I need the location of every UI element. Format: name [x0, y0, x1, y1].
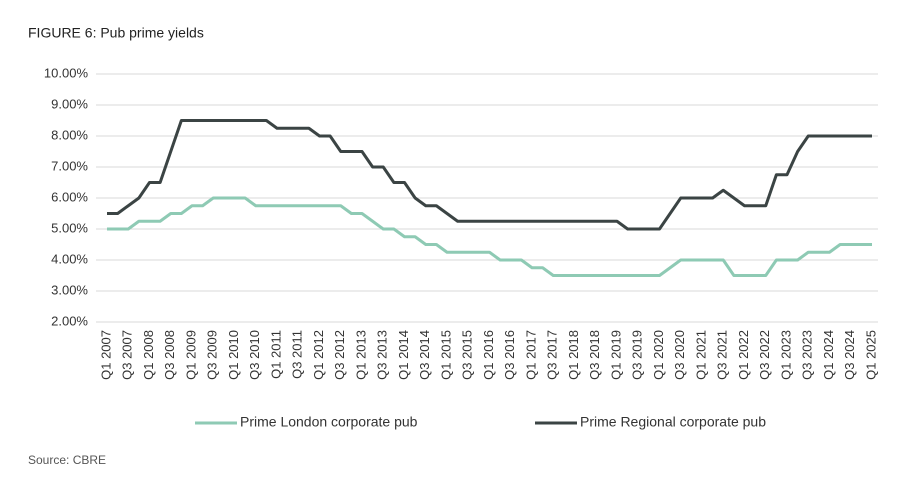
x-tick-label: Q3 2010	[247, 330, 262, 380]
legend-label: Prime London corporate pub	[240, 414, 418, 430]
x-tick-label: Q1 2016	[481, 330, 496, 380]
x-tick-label: Q1 2008	[141, 330, 156, 380]
x-tick-label: Q1 2022	[736, 330, 751, 380]
x-tick-label: Q1 2013	[353, 330, 368, 380]
x-tick-label: Q1 2025	[863, 330, 878, 380]
legend-label: Prime Regional corporate pub	[580, 414, 766, 430]
x-tick-label: Q3 2019	[630, 330, 645, 380]
x-tick-label: Q1 2023	[778, 330, 793, 380]
y-tick-label: 7.00%	[51, 158, 88, 173]
x-tick-label: Q3 2024	[842, 330, 857, 380]
series-line	[107, 119, 872, 231]
x-tick-label: Q1 2007	[98, 330, 113, 380]
y-tick-label: 9.00%	[51, 96, 88, 111]
y-tick-label: 5.00%	[51, 220, 88, 235]
x-tick-label: Q1 2010	[226, 330, 241, 380]
y-tick-label: 6.00%	[51, 189, 88, 204]
chart-title: FIGURE 6: Pub prime yields	[28, 25, 204, 41]
x-tick-label: Q3 2014	[417, 330, 432, 380]
source: Source: CBRE	[28, 453, 106, 467]
x-tick-label: Q1 2011	[268, 330, 283, 379]
x-tick-label: Q3 2021	[715, 330, 730, 380]
x-tick-label: Q3 2013	[375, 330, 390, 380]
x-tick-label: Q1 2009	[183, 330, 198, 380]
x-tick-label: Q1 2019	[608, 330, 623, 380]
series-line	[107, 196, 872, 277]
y-tick-label: 2.00%	[51, 313, 88, 328]
x-tick-label: Q1 2015	[438, 330, 453, 380]
x-tick-label: Q1 2018	[566, 330, 581, 380]
x-tick-label: Q3 2015	[460, 330, 475, 380]
x-tick-label: Q3 2022	[757, 330, 772, 380]
x-tick-label: Q1 2012	[311, 330, 326, 380]
x-tick-label: Q3 2009	[205, 330, 220, 380]
y-tick-label: 4.00%	[51, 251, 88, 266]
x-tick-label: Q1 2020	[651, 330, 666, 380]
y-tick-label: 8.00%	[51, 127, 88, 142]
x-tick-label: Q1 2017	[523, 330, 538, 380]
x-tick-label: Q3 2020	[672, 330, 687, 380]
x-tick-label: Q1 2024	[821, 330, 836, 380]
x-tick-label: Q1 2021	[693, 330, 708, 380]
y-tick-label: 10.00%	[44, 65, 89, 80]
x-tick-label: Q3 2008	[162, 330, 177, 380]
x-tick-label: Q3 2012	[332, 330, 347, 380]
x-tick-label: Q3 2011	[290, 330, 305, 379]
y-tick-label: 3.00%	[51, 282, 88, 297]
x-tick-label: Q3 2018	[587, 330, 602, 380]
x-tick-label: Q3 2017	[545, 330, 560, 380]
x-tick-label: Q3 2023	[800, 330, 815, 380]
x-tick-label: Q3 2016	[502, 330, 517, 380]
x-tick-label: Q1 2014	[396, 330, 411, 380]
x-tick-label: Q3 2007	[120, 330, 135, 380]
